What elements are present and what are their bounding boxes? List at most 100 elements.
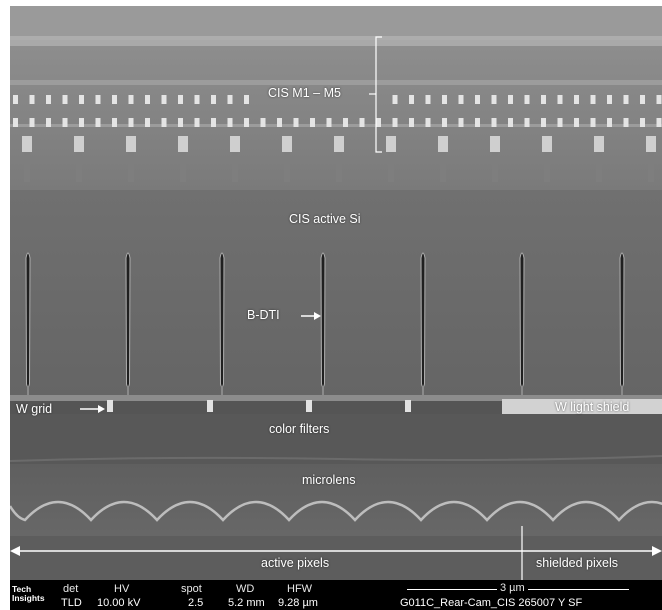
- contact-shadow: [648, 152, 654, 182]
- dti-trench: [519, 252, 525, 388]
- dti-trench: [320, 252, 326, 388]
- techinsights-logo: Tech Insights: [12, 584, 45, 603]
- active-pixels-label: active pixels: [261, 556, 330, 570]
- metal-via: [13, 95, 18, 104]
- active-silicon-region: [10, 190, 662, 396]
- contact-plug: [438, 136, 448, 152]
- metal-via: [13, 118, 18, 127]
- metal-via: [194, 118, 200, 127]
- metal-via: [128, 118, 134, 127]
- metal-via: [376, 118, 381, 127]
- metal-via: [491, 95, 497, 104]
- left-arrow-head: [10, 546, 20, 556]
- metal-interconnect-rows: [13, 95, 662, 182]
- metal-via: [161, 118, 167, 127]
- metal-via: [557, 118, 563, 127]
- metal-via: [623, 118, 629, 127]
- metal-via: [277, 118, 282, 127]
- metal-via: [79, 118, 84, 127]
- metal-via: [590, 95, 596, 104]
- hfw-value: 9.28 µm: [278, 597, 318, 609]
- right-arrow-head: [652, 546, 662, 556]
- contact-plug: [386, 136, 396, 152]
- metal-via: [128, 95, 134, 104]
- metal-via: [458, 95, 464, 104]
- contact-shadow: [596, 152, 602, 182]
- microlens-label: microlens: [302, 473, 356, 487]
- sem-micrograph: [10, 6, 662, 580]
- hfw-header: HFW: [287, 583, 313, 595]
- w-light-shield-bar: [502, 399, 662, 414]
- metal-via: [79, 95, 84, 104]
- metal-via: [227, 118, 233, 127]
- det-header: det: [63, 583, 79, 595]
- contact-shadow: [180, 152, 186, 182]
- contact-plug: [490, 136, 500, 152]
- metal-via: [310, 118, 315, 127]
- metal-via: [656, 118, 662, 127]
- metal-via: [524, 118, 530, 127]
- metal-via: [392, 118, 398, 127]
- metal-via: [95, 118, 101, 127]
- contact-shadow: [544, 152, 550, 182]
- contact-shadow: [76, 152, 82, 182]
- sem-data-bar: Tech Insights det TLD HV 10.00 kV spot 2.…: [10, 580, 662, 610]
- metal-via: [656, 95, 662, 104]
- scale-bar-label: 3 µm: [497, 583, 528, 594]
- contact-shadow: [284, 152, 290, 182]
- metal-via: [211, 118, 216, 127]
- w-grid-label: W grid: [16, 402, 53, 416]
- metal-layers-label: CIS M1 – M5: [268, 86, 341, 100]
- wd-header: WD: [236, 583, 255, 595]
- contact-plug: [646, 136, 656, 152]
- hv-value: 10.00 kV: [97, 597, 141, 609]
- microlens-profile: [10, 500, 662, 522]
- det-value: TLD: [61, 597, 82, 609]
- wd-value: 5.2 mm: [228, 597, 265, 609]
- metal-via: [541, 95, 546, 104]
- dti-trench: [219, 252, 225, 388]
- metal-via: [112, 95, 117, 104]
- contact-shadow: [128, 152, 134, 182]
- w-light-shield-label: W light shield: [555, 400, 630, 414]
- metal-via: [293, 118, 299, 127]
- shielded-pixels-label: shielded pixels: [536, 556, 618, 570]
- metal-via: [392, 95, 398, 104]
- contact-shadow: [440, 152, 446, 182]
- contact-plug: [542, 136, 552, 152]
- dti-trench: [125, 252, 131, 388]
- metal-via: [557, 95, 563, 104]
- metal-via: [607, 95, 612, 104]
- metal-via: [46, 95, 51, 104]
- metal-via: [145, 95, 150, 104]
- contact-plug: [74, 136, 84, 152]
- dti-trench: [420, 252, 426, 388]
- spot-header: spot: [181, 583, 202, 595]
- contact-shadow: [336, 152, 342, 182]
- w-grid-post: [207, 400, 213, 412]
- hv-header: HV: [114, 583, 130, 595]
- contact-plug: [282, 136, 292, 152]
- w-grid-post: [405, 400, 411, 412]
- contact-shadow: [388, 152, 394, 182]
- active-si-label: CIS active Si: [289, 212, 361, 226]
- metal-via: [244, 118, 249, 127]
- metal-via: [475, 95, 480, 104]
- metal-via: [211, 95, 216, 104]
- color-filters-label: color filters: [269, 422, 330, 436]
- metal-via: [524, 95, 530, 104]
- contact-plug: [22, 136, 32, 152]
- metal-via: [359, 118, 365, 127]
- metal-via: [475, 118, 480, 127]
- color-filter-layer: [10, 414, 662, 464]
- metal-via: [62, 118, 68, 127]
- metal-via: [508, 118, 513, 127]
- w-grid-post: [107, 400, 113, 412]
- metal-via: [623, 95, 629, 104]
- spot-value: 2.5: [188, 597, 204, 609]
- contact-plug: [230, 136, 240, 152]
- bdti-label: B-DTI: [247, 308, 280, 322]
- metal-via: [425, 95, 431, 104]
- metal-via: [112, 118, 117, 127]
- metal-via: [508, 95, 513, 104]
